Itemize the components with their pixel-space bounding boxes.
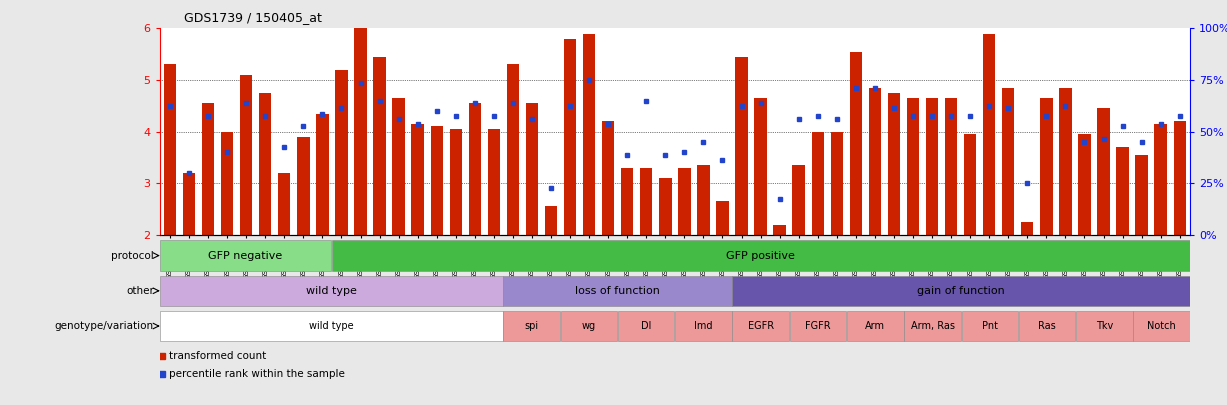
Text: genotype/variation: genotype/variation bbox=[55, 321, 153, 331]
Text: FGFR: FGFR bbox=[805, 321, 831, 331]
Bar bbox=[1097, 109, 1109, 235]
Text: EGFR: EGFR bbox=[747, 321, 774, 331]
Bar bbox=[160, 240, 331, 271]
Bar bbox=[811, 132, 823, 235]
Bar bbox=[621, 168, 633, 235]
Text: wild type: wild type bbox=[306, 286, 357, 296]
Text: GFP positive: GFP positive bbox=[726, 251, 795, 260]
Bar bbox=[755, 98, 767, 235]
Bar bbox=[221, 132, 233, 235]
Text: Imd: Imd bbox=[694, 321, 713, 331]
Bar bbox=[717, 201, 729, 235]
Bar bbox=[907, 98, 919, 235]
Bar bbox=[847, 311, 903, 341]
Text: Dl: Dl bbox=[640, 321, 652, 331]
Text: Arm: Arm bbox=[865, 321, 885, 331]
Bar bbox=[163, 64, 177, 235]
Bar bbox=[355, 28, 367, 235]
Bar bbox=[335, 70, 347, 235]
Bar bbox=[1059, 88, 1071, 235]
Bar bbox=[545, 207, 557, 235]
Text: wild type: wild type bbox=[309, 321, 353, 331]
Bar bbox=[793, 165, 805, 235]
Bar bbox=[259, 93, 271, 235]
Bar bbox=[202, 103, 215, 235]
Bar bbox=[431, 126, 443, 235]
Bar bbox=[564, 39, 577, 235]
Bar bbox=[160, 275, 503, 306]
Bar bbox=[1173, 122, 1187, 235]
Bar bbox=[393, 98, 405, 235]
Text: gain of function: gain of function bbox=[918, 286, 1005, 296]
Bar bbox=[411, 124, 423, 235]
Bar bbox=[618, 311, 675, 341]
Bar bbox=[1117, 147, 1129, 235]
Bar bbox=[904, 311, 961, 341]
Bar bbox=[1040, 98, 1053, 235]
Bar bbox=[507, 64, 519, 235]
Text: GDS1739 / 150405_at: GDS1739 / 150405_at bbox=[184, 11, 321, 24]
Bar bbox=[640, 168, 653, 235]
Bar bbox=[183, 173, 195, 235]
Bar bbox=[1135, 155, 1147, 235]
Bar bbox=[735, 57, 747, 235]
Text: Tkv: Tkv bbox=[1096, 321, 1113, 331]
Bar bbox=[1076, 311, 1133, 341]
Text: Ras: Ras bbox=[1038, 321, 1056, 331]
Bar bbox=[1002, 88, 1015, 235]
Bar bbox=[679, 168, 691, 235]
Text: protocol: protocol bbox=[110, 251, 153, 260]
Bar bbox=[733, 275, 1190, 306]
Bar bbox=[869, 88, 881, 235]
Bar bbox=[297, 137, 309, 235]
Bar bbox=[926, 98, 939, 235]
Bar bbox=[983, 34, 995, 235]
Text: Pnt: Pnt bbox=[982, 321, 998, 331]
Bar bbox=[773, 224, 785, 235]
Bar bbox=[487, 129, 501, 235]
Bar bbox=[317, 113, 329, 235]
Bar bbox=[503, 311, 560, 341]
Bar bbox=[1134, 311, 1190, 341]
Bar bbox=[526, 103, 539, 235]
Bar bbox=[1018, 311, 1075, 341]
Bar bbox=[373, 57, 385, 235]
Text: other: other bbox=[126, 286, 153, 296]
Text: percentile rank within the sample: percentile rank within the sample bbox=[169, 369, 345, 379]
Bar bbox=[240, 75, 253, 235]
Bar bbox=[945, 98, 957, 235]
Bar bbox=[1079, 134, 1091, 235]
Bar bbox=[503, 275, 731, 306]
Bar bbox=[279, 173, 291, 235]
Bar bbox=[1021, 222, 1033, 235]
Bar bbox=[1155, 124, 1167, 235]
Bar bbox=[449, 129, 461, 235]
Bar bbox=[790, 311, 847, 341]
Bar bbox=[831, 132, 843, 235]
Bar bbox=[659, 178, 671, 235]
Text: loss of function: loss of function bbox=[575, 286, 660, 296]
Text: wg: wg bbox=[582, 321, 596, 331]
Bar bbox=[733, 311, 789, 341]
Bar bbox=[962, 311, 1018, 341]
Bar bbox=[469, 103, 481, 235]
Bar bbox=[160, 311, 503, 341]
Bar bbox=[602, 122, 615, 235]
Text: GFP negative: GFP negative bbox=[209, 251, 282, 260]
Text: transformed count: transformed count bbox=[169, 351, 266, 361]
Bar bbox=[888, 93, 901, 235]
Bar bbox=[849, 51, 863, 235]
Text: Notch: Notch bbox=[1147, 321, 1175, 331]
Bar bbox=[964, 134, 977, 235]
Bar bbox=[331, 240, 1190, 271]
Bar bbox=[675, 311, 731, 341]
Text: spi: spi bbox=[525, 321, 539, 331]
Bar bbox=[583, 34, 595, 235]
Bar bbox=[697, 165, 709, 235]
Text: Arm, Ras: Arm, Ras bbox=[910, 321, 955, 331]
Bar bbox=[561, 311, 617, 341]
